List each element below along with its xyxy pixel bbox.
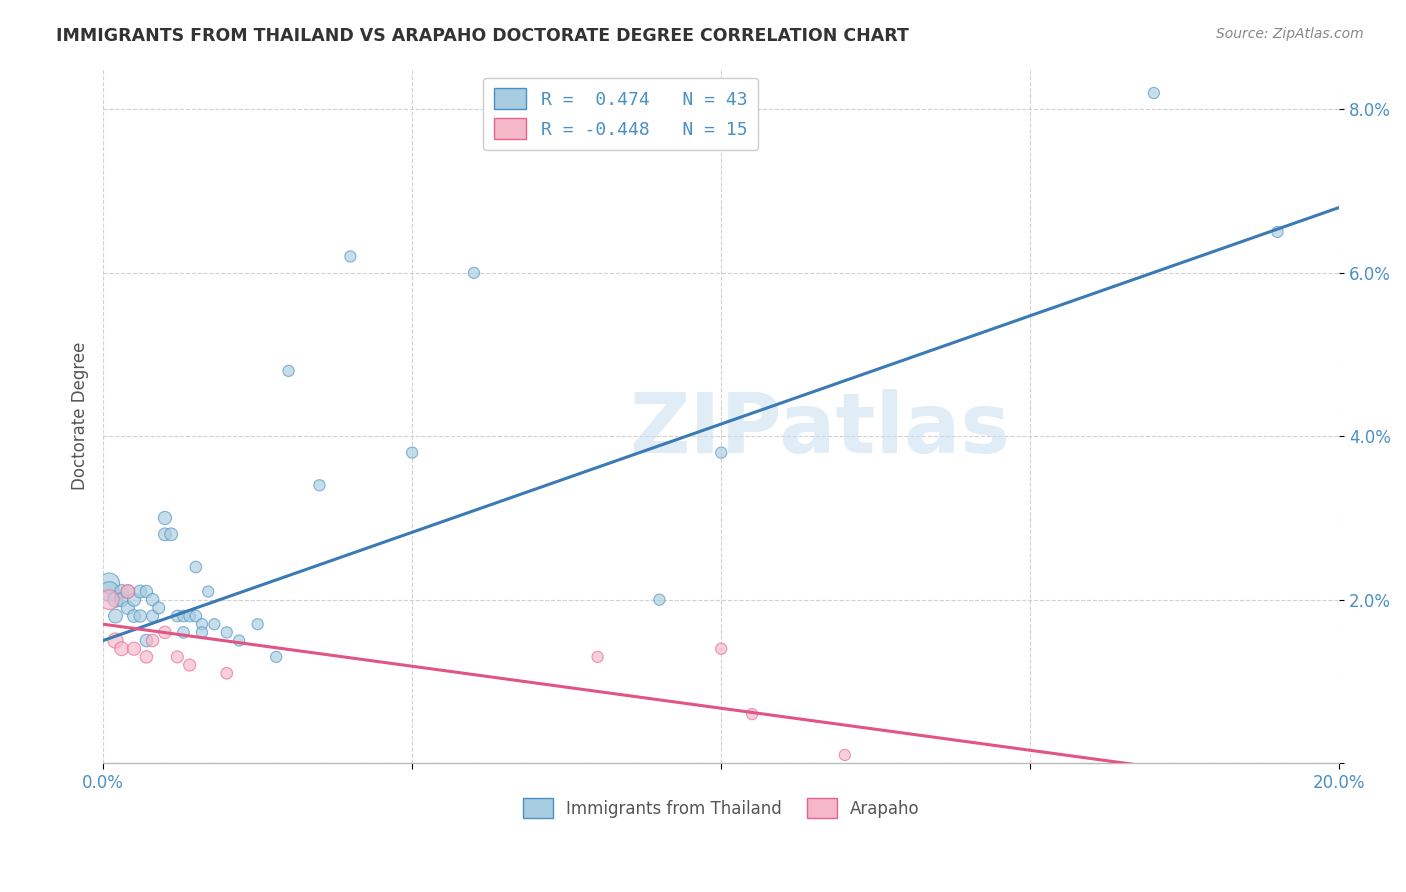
Point <box>142 633 165 648</box>
Point <box>153 625 176 640</box>
Point <box>135 649 157 664</box>
Point <box>264 649 287 664</box>
Point <box>166 649 188 664</box>
Point <box>135 633 157 648</box>
Point <box>135 584 157 599</box>
Point <box>179 609 201 624</box>
Text: IMMIGRANTS FROM THAILAND VS ARAPAHO DOCTORATE DEGREE CORRELATION CHART: IMMIGRANTS FROM THAILAND VS ARAPAHO DOCT… <box>56 27 910 45</box>
Y-axis label: Doctorate Degree: Doctorate Degree <box>72 342 89 490</box>
Point <box>648 592 671 607</box>
Point <box>153 511 176 525</box>
Point <box>246 617 269 632</box>
Point <box>104 592 127 607</box>
Point <box>129 609 152 624</box>
Point <box>104 633 127 648</box>
Point <box>142 609 165 624</box>
Point <box>166 609 188 624</box>
Text: ZIPatlas: ZIPatlas <box>630 389 1011 470</box>
Point <box>277 364 299 378</box>
Point <box>117 584 139 599</box>
Point <box>308 478 330 492</box>
Point <box>184 609 207 624</box>
Point <box>215 666 238 681</box>
Point <box>111 584 134 599</box>
Point <box>184 560 207 574</box>
Point <box>142 592 165 607</box>
Point <box>111 592 134 607</box>
Point <box>172 625 194 640</box>
Point <box>98 576 121 591</box>
Point <box>710 641 733 656</box>
Point <box>129 584 152 599</box>
Text: Source: ZipAtlas.com: Source: ZipAtlas.com <box>1216 27 1364 41</box>
Point <box>160 527 183 541</box>
Point <box>1143 86 1166 100</box>
Point <box>401 445 423 459</box>
Point <box>834 747 856 762</box>
Point <box>179 658 201 673</box>
Point <box>122 609 145 624</box>
Point <box>202 617 225 632</box>
Point <box>215 625 238 640</box>
Point <box>710 445 733 459</box>
Point <box>172 609 194 624</box>
Point <box>586 649 609 664</box>
Point <box>98 592 121 607</box>
Point <box>111 641 134 656</box>
Point <box>197 584 219 599</box>
Point <box>463 266 485 280</box>
Point <box>148 600 170 615</box>
Point <box>191 617 214 632</box>
Point <box>122 592 145 607</box>
Point <box>117 584 139 599</box>
Point <box>98 584 121 599</box>
Point <box>122 641 145 656</box>
Point <box>104 609 127 624</box>
Point <box>191 625 214 640</box>
Point <box>1267 225 1289 239</box>
Point <box>153 527 176 541</box>
Point <box>741 707 763 722</box>
Point <box>117 600 139 615</box>
Point <box>228 633 250 648</box>
Point <box>339 250 361 264</box>
Legend: Immigrants from Thailand, Arapaho: Immigrants from Thailand, Arapaho <box>516 792 927 824</box>
